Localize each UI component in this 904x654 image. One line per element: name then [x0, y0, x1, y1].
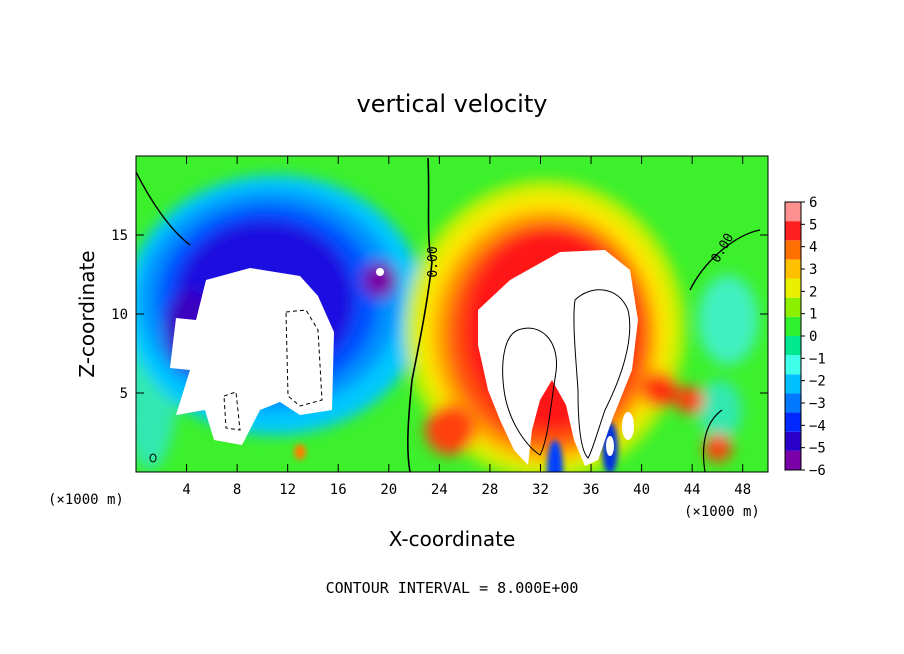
x-tick-label: 48: [734, 482, 751, 498]
colorbar-swatch: [785, 221, 801, 241]
colorbar-tick-label: 3: [809, 262, 817, 278]
y-axis: 5 10 15: [111, 228, 768, 402]
colorbar-swatch: [785, 316, 801, 336]
colorbar-tick-label: 1: [809, 307, 817, 323]
x-tick-label: 20: [380, 482, 397, 498]
colorbar-swatch: [785, 202, 801, 222]
x-axis-unit-left: (×1000 m): [48, 492, 124, 508]
x-tick-label: 28: [481, 482, 498, 498]
colorbar-tick-label: 5: [809, 217, 817, 233]
x-tick-label: 16: [330, 482, 347, 498]
x-tick-label: 36: [583, 482, 600, 498]
x-tick-label: 12: [279, 482, 296, 498]
y-tick-label: 5: [120, 386, 128, 402]
x-tick-label: 24: [431, 482, 448, 498]
y-tick-label: 10: [111, 307, 128, 323]
colorbar-tick-label: −6: [809, 463, 826, 479]
colorbar-tick-label: 4: [809, 240, 817, 256]
velocity-field: [136, 156, 768, 472]
x-axis-unit-right: (×1000 m): [684, 504, 760, 520]
x-tick-label: 32: [532, 482, 549, 498]
x-tick-label: 4: [182, 482, 190, 498]
colorbar-swatch: [785, 450, 801, 470]
colorbar-swatch: [785, 278, 801, 298]
colorbar-swatch: [785, 240, 801, 260]
colorbar-tick-label: −5: [809, 441, 826, 457]
colorbar-tick-label: 2: [809, 284, 817, 300]
colorbar-swatch: [785, 431, 801, 451]
x-axis: 4 8 12 16 20 24 28 32 36 40 44 48: [182, 156, 751, 498]
contour-label-zero: 0.00: [426, 246, 441, 277]
colorbar-swatch: [785, 412, 801, 432]
colorbar-tick-label: −1: [809, 351, 826, 367]
chart-title: vertical velocity: [357, 90, 548, 118]
contour-interval-note: CONTOUR INTERVAL = 8.000E+00: [326, 579, 579, 597]
y-axis-label: Z-coordinate: [75, 250, 99, 377]
colorbar-tick-label: 0: [809, 329, 817, 345]
x-axis-label: X-coordinate: [389, 527, 516, 551]
colorbar-tick-label: −4: [809, 418, 826, 434]
x-tick-label: 8: [233, 482, 241, 498]
colorbar-swatch: [785, 336, 801, 356]
colorbar-swatch: [785, 393, 801, 413]
colorbar-swatch: [785, 374, 801, 394]
colorbar-swatch: [785, 297, 801, 317]
colorbar-tick-label: −3: [809, 396, 826, 412]
colorbar: 6 5 4 3 2 1 0 −1 −2 −3 −4 −5 −6: [784, 195, 826, 479]
colorbar-swatch: [785, 259, 801, 279]
x-tick-label: 44: [684, 482, 701, 498]
colorbar-tick-label: 6: [809, 195, 817, 211]
y-tick-label: 15: [111, 228, 128, 244]
colorbar-tick-label: −2: [809, 374, 826, 390]
colorbar-swatch: [785, 355, 801, 375]
x-tick-label: 40: [633, 482, 650, 498]
